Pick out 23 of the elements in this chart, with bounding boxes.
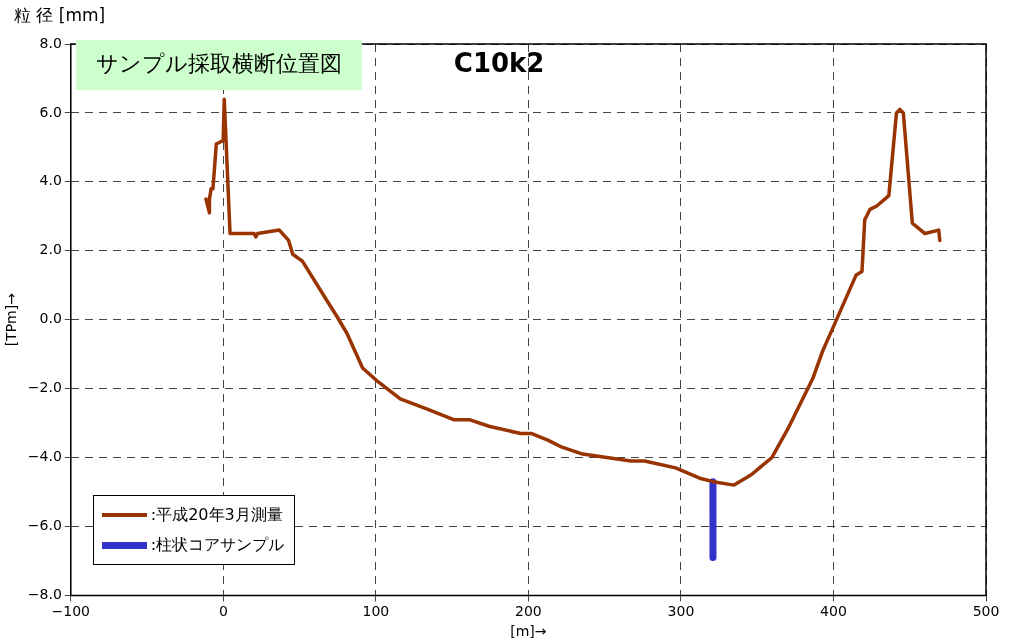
y-tick-label: −6.0 [27, 517, 62, 534]
y-tick-label: 4.0 [39, 172, 62, 189]
x-axis-title: [m]→ [510, 623, 547, 640]
chart-title: サンプル採取横断位置図 [95, 50, 342, 76]
text: 粒 径 [mm] [14, 4, 106, 25]
x-tick-label: −100 [51, 603, 91, 620]
legend-label: :平成20年3月測量 [150, 504, 283, 526]
x-tick-label: 0 [218, 603, 228, 620]
x-tick-label: 200 [515, 603, 542, 620]
y-tick-label: −8.0 [27, 586, 62, 603]
x-tick-label: 500 [972, 603, 1000, 620]
y-tick-label: −4.0 [27, 448, 62, 465]
x-tick-label: 300 [667, 603, 695, 620]
y-axis-title: [TPm]→ [3, 292, 20, 347]
y-tick-label: 8.0 [39, 34, 62, 51]
chart-subtitle: C10k2 [453, 47, 545, 78]
y-tick-label: 0.0 [39, 310, 62, 327]
x-tick-label: 400 [820, 603, 847, 620]
y-tick-label: −2.0 [27, 379, 62, 396]
y-tick-label: 2.0 [39, 241, 62, 258]
x-tick-label: 100 [362, 603, 390, 620]
legend-label: :柱状コアサンプル [150, 534, 285, 556]
y-tick-label: 6.0 [39, 103, 62, 120]
